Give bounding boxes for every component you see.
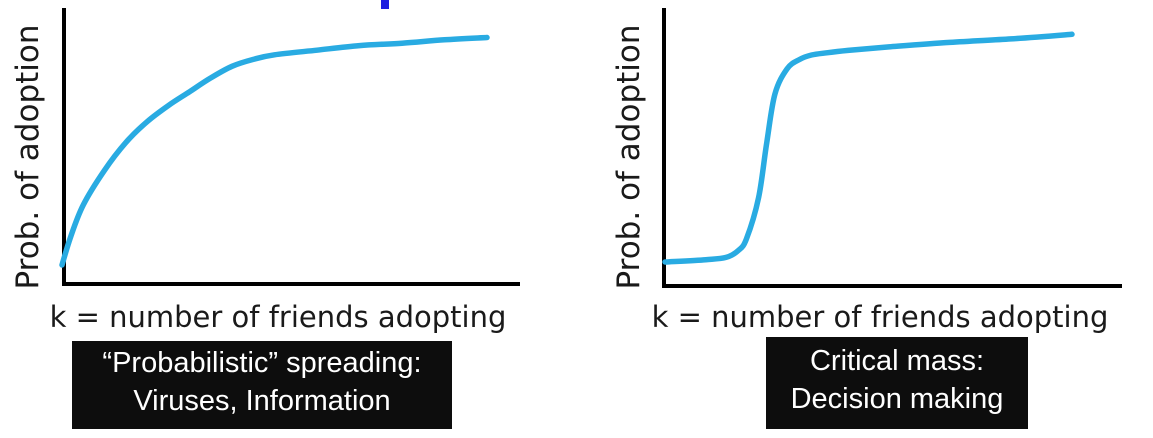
x-axis-label: k = number of friends adopting bbox=[50, 300, 507, 334]
top-accent-mark bbox=[381, 0, 389, 9]
y-axis-label: Prob. of adoption bbox=[611, 25, 647, 290]
caption-line-1: “Probabilistic” spreading: bbox=[102, 347, 422, 379]
caption-line-2: Decision making bbox=[790, 383, 1004, 415]
y-axis-label: Prob. of adoption bbox=[10, 25, 46, 290]
series-curve bbox=[59, 34, 490, 268]
caption-line-1: Critical mass: bbox=[809, 345, 984, 377]
caption-probabilistic-spreading: “Probabilistic” spreading: Viruses, Info… bbox=[72, 341, 452, 429]
series-curve bbox=[662, 31, 1075, 265]
chart-left: Prob. of adoption k = number of friends … bbox=[10, 8, 520, 334]
caption-line-2: Viruses, Information bbox=[133, 385, 391, 417]
x-axis-label: k = number of friends adopting bbox=[652, 300, 1109, 334]
chart-right: Prob. of adoption k = number of friends … bbox=[611, 8, 1122, 334]
caption-critical-mass: Critical mass: Decision making bbox=[766, 337, 1028, 429]
